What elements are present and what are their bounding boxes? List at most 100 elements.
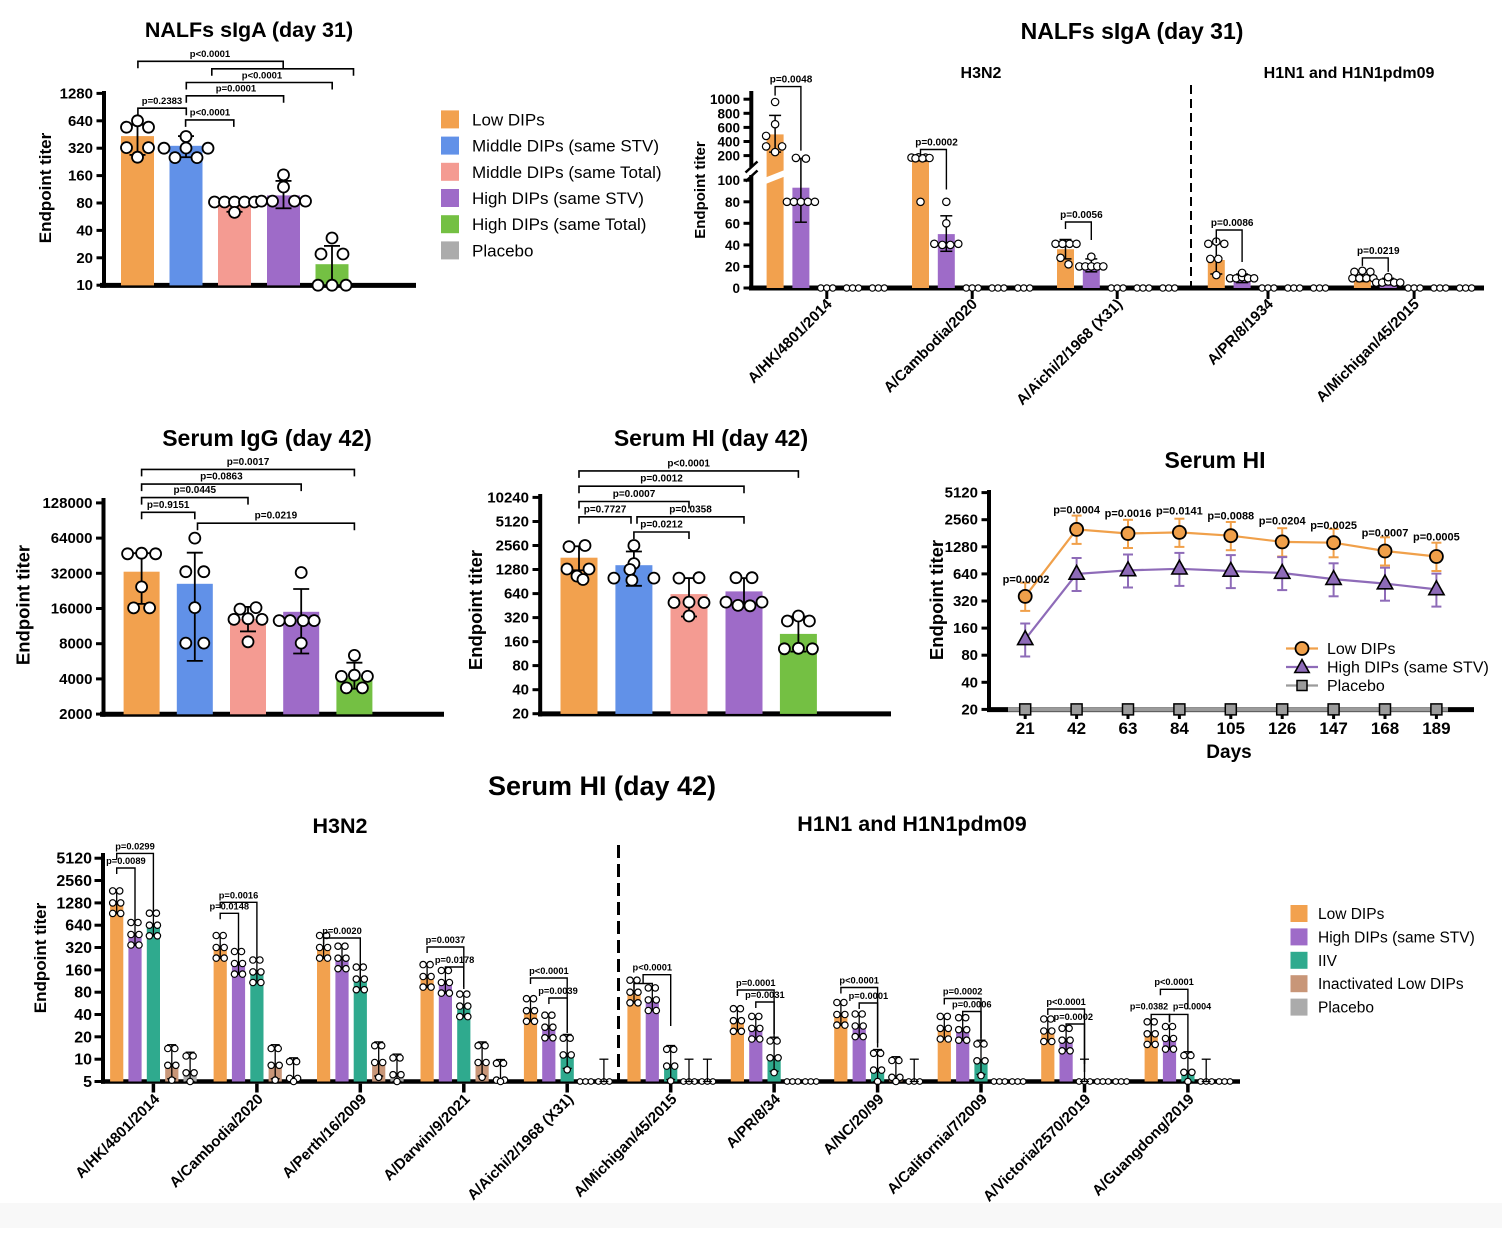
svg-text:Placebo: Placebo (1318, 1000, 1374, 1017)
svg-text:168: 168 (1371, 719, 1399, 738)
svg-text:p=0.0016: p=0.0016 (1105, 508, 1152, 520)
svg-text:320: 320 (504, 610, 529, 627)
svg-text:1280: 1280 (496, 562, 529, 579)
svg-text:640: 640 (65, 918, 92, 935)
svg-text:p=0.0004: p=0.0004 (1053, 505, 1101, 517)
svg-text:Endpoint titer: Endpoint titer (36, 132, 55, 243)
svg-text:32000: 32000 (51, 565, 93, 582)
svg-text:High DIPs (same Total): High DIPs (same Total) (472, 215, 646, 234)
svg-text:p=0.0204: p=0.0204 (1259, 516, 1307, 528)
svg-text:5120: 5120 (496, 514, 529, 531)
svg-text:80: 80 (961, 647, 978, 664)
svg-text:40: 40 (725, 238, 740, 253)
svg-text:40: 40 (76, 222, 93, 239)
svg-text:20: 20 (725, 259, 740, 274)
svg-text:p<0.0001: p<0.0001 (1154, 977, 1194, 987)
svg-text:600: 600 (717, 120, 740, 135)
svg-text:H1N1 and H1N1pdm09: H1N1 and H1N1pdm09 (797, 812, 1026, 836)
svg-text:400: 400 (717, 135, 740, 150)
svg-text:p=0.0086: p=0.0086 (1211, 218, 1254, 229)
svg-text:20: 20 (961, 701, 978, 718)
svg-text:Middle DIPs (same Total): Middle DIPs (same Total) (472, 163, 662, 182)
svg-text:5: 5 (83, 1074, 92, 1091)
svg-text:Endpoint titer: Endpoint titer (465, 550, 486, 670)
svg-text:p=0.0002: p=0.0002 (1003, 574, 1050, 586)
svg-text:p<0.0001: p<0.0001 (190, 49, 231, 60)
svg-text:Low DIPs: Low DIPs (1318, 906, 1385, 923)
svg-text:2560: 2560 (945, 512, 978, 529)
svg-text:p=0.0037: p=0.0037 (426, 935, 466, 945)
svg-text:5120: 5120 (56, 851, 92, 868)
svg-text:Low DIPs: Low DIPs (1327, 641, 1395, 658)
svg-text:Placebo: Placebo (1327, 678, 1385, 695)
svg-text:640: 640 (68, 113, 93, 130)
svg-text:p=0.0141: p=0.0141 (1156, 506, 1203, 518)
svg-text:p=0.0012: p=0.0012 (640, 474, 683, 485)
svg-text:p=0.9151: p=0.9151 (147, 500, 190, 511)
svg-text:160: 160 (504, 634, 529, 651)
svg-text:IIV: IIV (1318, 953, 1338, 970)
svg-text:21: 21 (1016, 719, 1035, 738)
svg-text:0: 0 (732, 281, 740, 296)
svg-text:p=0.0025: p=0.0025 (1310, 520, 1357, 532)
svg-text:16000: 16000 (51, 601, 93, 618)
svg-text:p=0.0089: p=0.0089 (106, 856, 146, 866)
svg-text:p=0.0445: p=0.0445 (174, 485, 217, 496)
svg-text:p=0.0219: p=0.0219 (255, 511, 298, 522)
svg-text:640: 640 (953, 566, 978, 583)
svg-text:p=0.0020: p=0.0020 (322, 926, 362, 936)
svg-text:800: 800 (717, 106, 740, 121)
svg-text:High DIPs (same STV): High DIPs (same STV) (1318, 929, 1475, 946)
svg-text:80: 80 (512, 658, 529, 675)
svg-text:p=0.0088: p=0.0088 (1207, 511, 1254, 523)
svg-text:p=0.0002: p=0.0002 (915, 138, 958, 149)
svg-text:20: 20 (512, 706, 529, 723)
svg-text:p=0.0148: p=0.0148 (210, 901, 250, 911)
svg-text:High DIPs (same STV): High DIPs (same STV) (1327, 660, 1489, 677)
svg-text:1280: 1280 (60, 85, 93, 102)
svg-text:80: 80 (76, 195, 93, 212)
svg-text:H1N1 and H1N1pdm09: H1N1 and H1N1pdm09 (1264, 65, 1435, 82)
svg-text:126: 126 (1268, 719, 1296, 738)
svg-text:320: 320 (65, 940, 92, 957)
svg-text:10240: 10240 (487, 489, 529, 506)
svg-text:1000: 1000 (710, 92, 740, 107)
svg-text:p=0.0017: p=0.0017 (227, 457, 270, 468)
svg-text:147: 147 (1319, 719, 1347, 738)
svg-text:p=0.7727: p=0.7727 (584, 504, 627, 515)
svg-text:p<0.0001: p<0.0001 (242, 70, 283, 81)
svg-text:p=0.0007: p=0.0007 (1362, 528, 1409, 540)
svg-text:4000: 4000 (59, 671, 92, 688)
svg-text:p=0.0002: p=0.0002 (943, 987, 983, 997)
svg-text:p<0.0001: p<0.0001 (1046, 997, 1086, 1007)
svg-text:p<0.0001: p<0.0001 (190, 108, 231, 119)
svg-text:160: 160 (953, 620, 978, 637)
svg-text:Serum HI: Serum HI (1165, 447, 1266, 473)
svg-text:p=0.0219: p=0.0219 (1357, 246, 1400, 257)
svg-text:128000: 128000 (42, 495, 92, 512)
svg-text:1280: 1280 (56, 895, 92, 912)
svg-text:Middle DIPs (same STV): Middle DIPs (same STV) (472, 137, 659, 156)
svg-text:Inactivated Low DIPs: Inactivated Low DIPs (1318, 976, 1464, 993)
svg-text:2000: 2000 (59, 706, 92, 723)
svg-text:Endpoint titer: Endpoint titer (692, 141, 709, 239)
svg-text:189: 189 (1422, 719, 1450, 738)
svg-text:p<0.0001: p<0.0001 (839, 976, 879, 986)
svg-text:63: 63 (1119, 719, 1138, 738)
svg-text:640: 640 (504, 586, 529, 603)
svg-text:Low DIPs: Low DIPs (472, 110, 545, 129)
svg-text:40: 40 (74, 1007, 92, 1024)
svg-text:H3N2: H3N2 (961, 65, 1002, 82)
svg-text:p<0.0001: p<0.0001 (633, 963, 673, 973)
svg-text:42: 42 (1067, 719, 1086, 738)
svg-text:p=0.0001: p=0.0001 (216, 84, 257, 95)
svg-text:NALFs sIgA (day 31): NALFs sIgA (day 31) (1021, 18, 1244, 44)
svg-text:p=0.0031: p=0.0031 (745, 990, 785, 1000)
svg-text:p=0.0001: p=0.0001 (736, 978, 776, 988)
svg-text:p=0.0056: p=0.0056 (1060, 210, 1103, 221)
svg-text:1280: 1280 (945, 539, 978, 556)
svg-text:2560: 2560 (56, 873, 92, 890)
svg-text:40: 40 (512, 682, 529, 699)
svg-text:Endpoint titer: Endpoint titer (31, 902, 50, 1013)
svg-text:100: 100 (717, 173, 740, 188)
